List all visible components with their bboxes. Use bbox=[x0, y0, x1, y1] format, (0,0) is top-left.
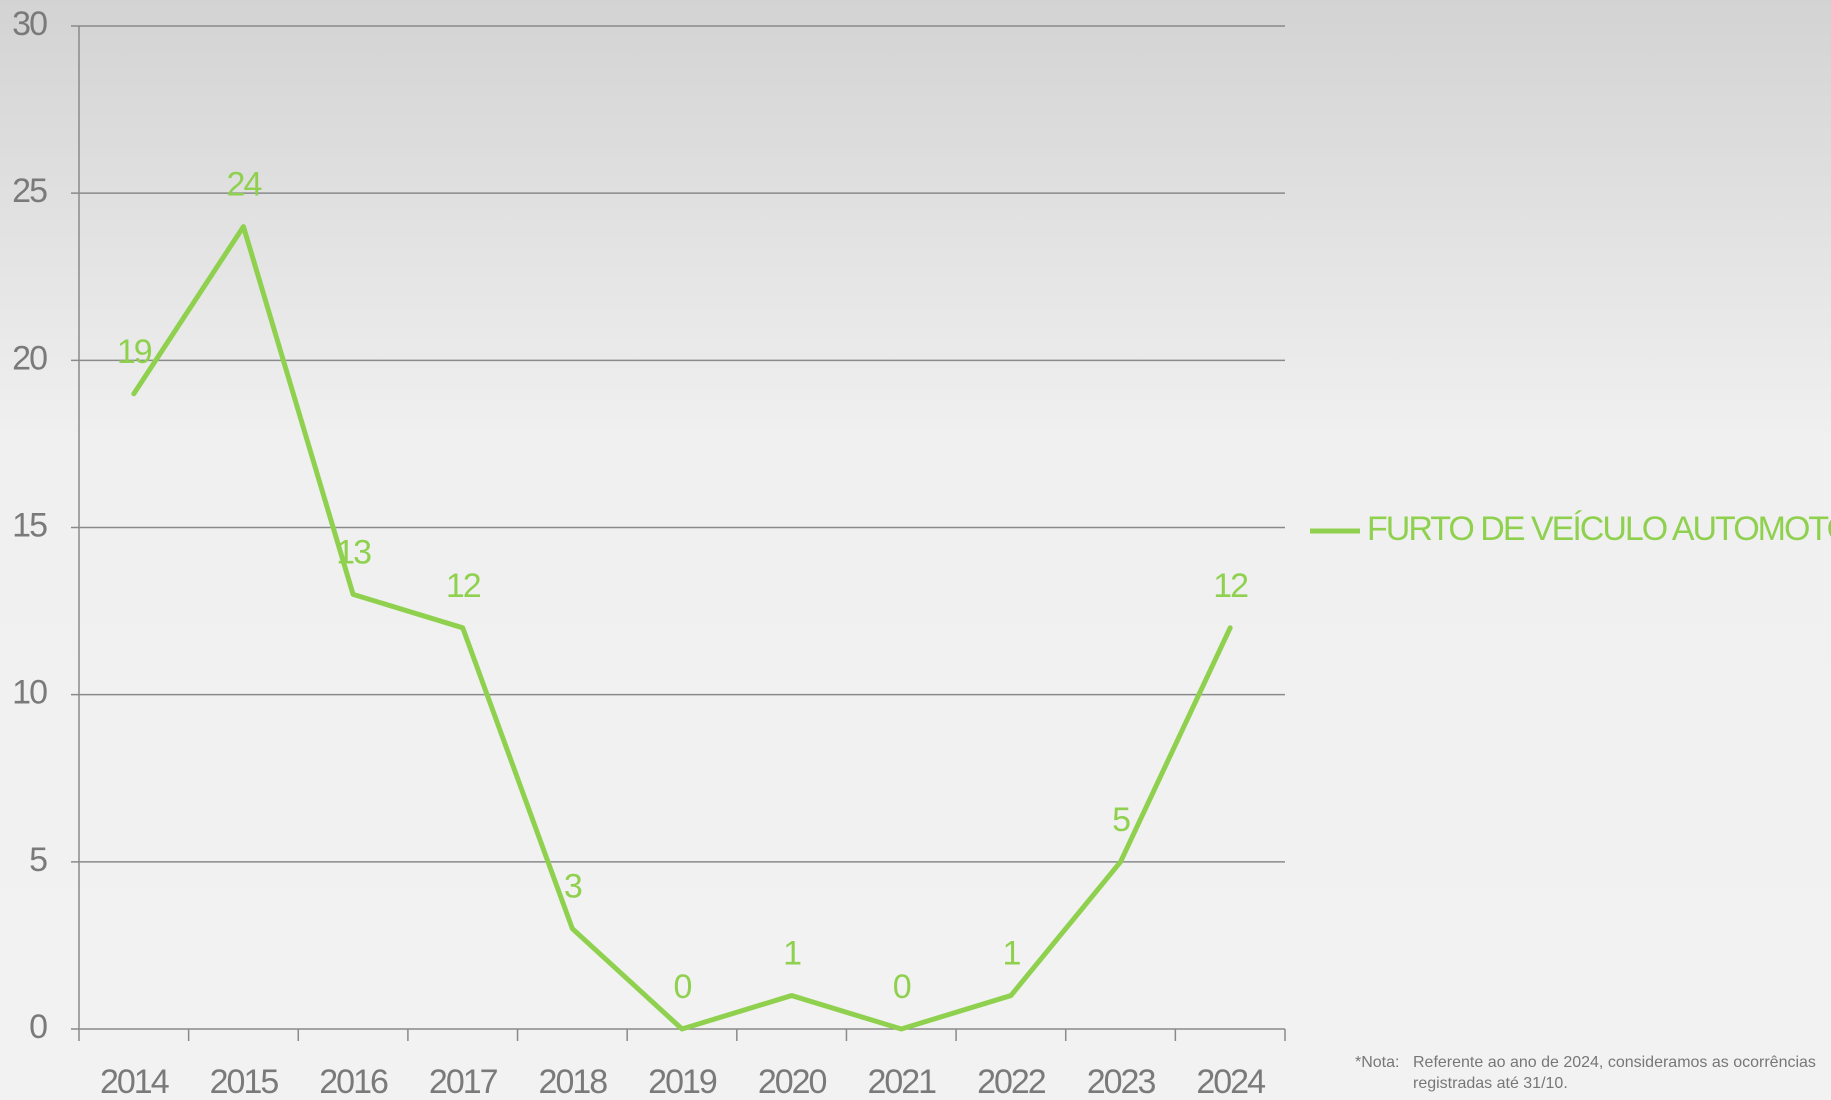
y-tick-label: 25 bbox=[12, 172, 47, 210]
x-tick-label: 2024 bbox=[1196, 1063, 1265, 1100]
x-tick-label: 2019 bbox=[648, 1063, 717, 1100]
y-tick-label: 15 bbox=[12, 506, 47, 544]
x-tick-label: 2023 bbox=[1087, 1063, 1156, 1100]
y-tick-label: 30 bbox=[12, 5, 47, 43]
data-label: 5 bbox=[1112, 801, 1130, 839]
y-tick-label: 0 bbox=[29, 1008, 47, 1046]
note-text: registradas até 31/10. bbox=[1413, 1075, 1568, 1092]
legend-label: FURTO DE VEÍCULO AUTOMOTOR bbox=[1367, 510, 1831, 548]
x-tick-label: 2016 bbox=[319, 1063, 388, 1100]
x-tick-label: 2022 bbox=[977, 1063, 1046, 1100]
data-label: 19 bbox=[117, 333, 152, 371]
data-label: 0 bbox=[674, 968, 692, 1006]
y-tick-label: 5 bbox=[29, 841, 47, 879]
data-label: 1 bbox=[1002, 935, 1020, 973]
x-tick-label: 2017 bbox=[429, 1063, 498, 1100]
data-label: 24 bbox=[227, 166, 262, 204]
series-line bbox=[131, 224, 1233, 1032]
y-tick-label: 10 bbox=[12, 674, 47, 712]
data-label: 0 bbox=[893, 968, 911, 1006]
data-label: 13 bbox=[336, 533, 371, 571]
x-tick-label: 2020 bbox=[758, 1063, 827, 1100]
x-tick-label: 2021 bbox=[867, 1063, 936, 1100]
data-label: 3 bbox=[564, 868, 582, 906]
x-tick-label: 2014 bbox=[100, 1063, 169, 1100]
note-label: *Nota: bbox=[1355, 1054, 1399, 1071]
data-label: 12 bbox=[1213, 567, 1248, 605]
x-tick-label: 2018 bbox=[539, 1063, 608, 1100]
y-tick-label: 20 bbox=[12, 339, 47, 377]
x-tick-label: 2015 bbox=[210, 1063, 279, 1100]
data-label: 1 bbox=[783, 935, 801, 973]
data-label: 12 bbox=[446, 567, 481, 605]
note-text: Referente ao ano de 2024, consideramos a… bbox=[1413, 1054, 1816, 1071]
